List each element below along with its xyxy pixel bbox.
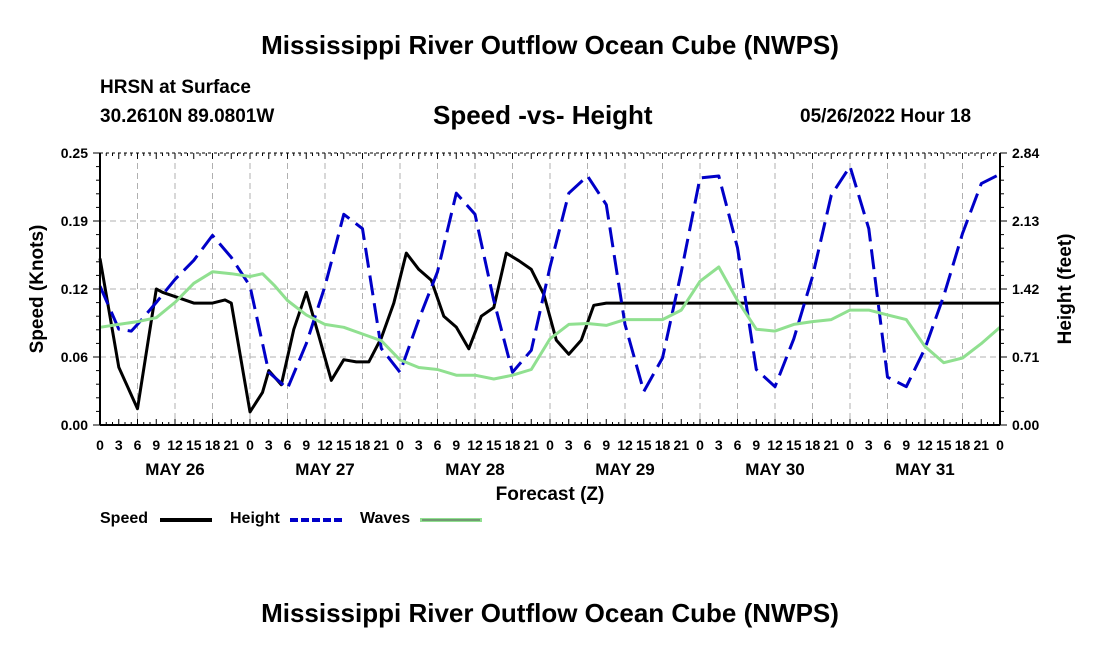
chart-title: Mississippi River Outflow Ocean Cube (NW… <box>261 30 839 60</box>
x-tick-label: 15 <box>186 437 202 453</box>
x-tick-label: 15 <box>336 437 352 453</box>
y-tick-label-left: 0.12 <box>61 281 88 297</box>
x-tick-label: 18 <box>805 437 821 453</box>
x-tick-label: 18 <box>955 437 971 453</box>
x-tick-label: 15 <box>786 437 802 453</box>
station-label: HRSN at Surface <box>100 77 251 98</box>
x-tick-label: 9 <box>902 437 910 453</box>
x-tick-label: 3 <box>265 437 273 453</box>
x-tick-label: 0 <box>996 437 1004 453</box>
x-tick-label: 15 <box>486 437 502 453</box>
x-tick-label: 18 <box>655 437 671 453</box>
x-tick-label: 3 <box>415 437 423 453</box>
series-line-waves <box>99 265 1001 381</box>
x-tick-label: 12 <box>167 437 183 453</box>
y-tick-label-right: 0.71 <box>1012 349 1039 365</box>
y-tick-label-right: 1.42 <box>1012 281 1039 297</box>
x-tick-label: 9 <box>602 437 610 453</box>
x-tick-label: 0 <box>846 437 854 453</box>
x-tick-label: 21 <box>673 437 689 453</box>
x-tick-label: 21 <box>823 437 839 453</box>
x-tick-label: 6 <box>434 437 442 453</box>
x-tick-label: 6 <box>884 437 892 453</box>
x-tick-label: 12 <box>767 437 783 453</box>
chart-plot: 0 3 6 9 12 15 18 21 0 3 6 9 12 15 18 21 0 3 6 9 12 15 18 21 0 3 6 9… <box>27 145 1076 505</box>
axis-layer: 0 3 6 9 12 15 18 21 0 3 6 9 12 15 18 21 0 3 6 9 12 15 18 21 0 3 6 9… <box>27 145 1076 505</box>
day-label: MAY 31 <box>895 460 955 479</box>
x-tick-label: 0 <box>246 437 254 453</box>
x-tick-label: 9 <box>752 437 760 453</box>
datetime-label: 05/26/2022 Hour 18 <box>800 106 972 127</box>
x-tick-label: 0 <box>96 437 104 453</box>
x-tick-label: 18 <box>505 437 521 453</box>
y-axis-label-left: Speed (Knots) <box>27 225 48 354</box>
day-label: MAY 30 <box>745 460 805 479</box>
x-tick-label: 0 <box>696 437 704 453</box>
y-tick-label-left: 0.06 <box>61 349 88 365</box>
y-tick-label-left: 0.19 <box>61 213 88 229</box>
x-tick-label: 6 <box>584 437 592 453</box>
x-tick-label: 18 <box>205 437 221 453</box>
footer-title: Mississippi River Outflow Ocean Cube (NW… <box>261 598 839 628</box>
y-tick-label-right: 2.84 <box>1012 145 1039 161</box>
x-tick-label: 21 <box>223 437 239 453</box>
x-axis-label: Forecast (Z) <box>496 484 605 505</box>
x-tick-label: 3 <box>565 437 573 453</box>
x-tick-label: 6 <box>284 437 292 453</box>
x-tick-label: 3 <box>715 437 723 453</box>
x-tick-label: 3 <box>865 437 873 453</box>
x-tick-label: 21 <box>523 437 539 453</box>
x-tick-label: 3 <box>115 437 123 453</box>
grid-layer <box>100 153 1000 425</box>
x-tick-label: 21 <box>973 437 989 453</box>
x-tick-label: 12 <box>467 437 483 453</box>
y-tick-label-left: 0.00 <box>61 417 88 433</box>
x-tick-label: 6 <box>734 437 742 453</box>
x-tick-label: 12 <box>617 437 633 453</box>
y-tick-label-right: 2.13 <box>1012 213 1039 229</box>
coordinates-label: 30.2610N 89.0801W <box>100 106 275 127</box>
x-tick-label: 15 <box>936 437 952 453</box>
day-label: MAY 29 <box>595 460 655 479</box>
series-layer <box>98 164 1001 414</box>
x-tick-label: 12 <box>317 437 333 453</box>
x-tick-label: 0 <box>396 437 404 453</box>
day-label: MAY 27 <box>295 460 355 479</box>
legend-speed-label: Speed <box>100 510 149 527</box>
legend-height-label: Height <box>230 510 280 527</box>
series-line-speed <box>98 251 1000 414</box>
x-tick-label: 15 <box>636 437 652 453</box>
x-tick-label: 9 <box>152 437 160 453</box>
x-tick-label: 18 <box>355 437 371 453</box>
x-tick-label: 9 <box>452 437 460 453</box>
chart-subtitle: Speed -vs- Height <box>433 100 653 130</box>
x-tick-label: 12 <box>917 437 933 453</box>
x-tick-label: 6 <box>134 437 142 453</box>
x-tick-label: 0 <box>546 437 554 453</box>
y-tick-label-right: 0.00 <box>1012 417 1039 433</box>
legend-swatches <box>160 518 482 522</box>
legend-waves-label: Waves <box>360 510 411 527</box>
y-axis-label-right: Height (feet) <box>1055 234 1076 345</box>
day-label: MAY 26 <box>145 460 205 479</box>
day-label: MAY 28 <box>445 460 505 479</box>
x-tick-label: 9 <box>302 437 310 453</box>
y-tick-label-left: 0.25 <box>61 145 88 161</box>
x-tick-label: 21 <box>373 437 389 453</box>
